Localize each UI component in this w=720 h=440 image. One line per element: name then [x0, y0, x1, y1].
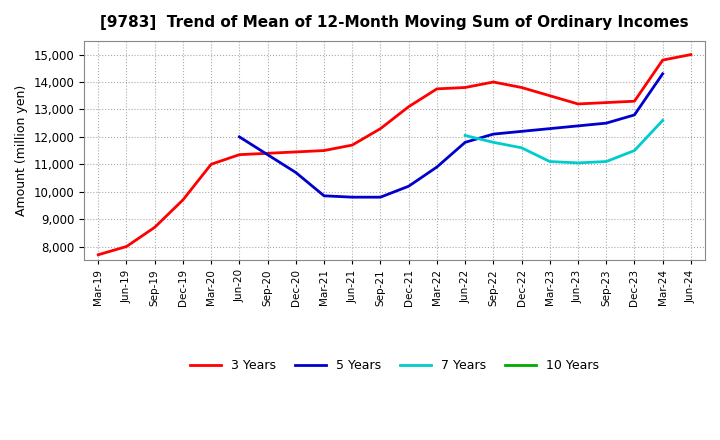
- Y-axis label: Amount (million yen): Amount (million yen): [15, 85, 28, 216]
- Title: [9783]  Trend of Mean of 12-Month Moving Sum of Ordinary Incomes: [9783] Trend of Mean of 12-Month Moving …: [100, 15, 689, 30]
- Legend: 3 Years, 5 Years, 7 Years, 10 Years: 3 Years, 5 Years, 7 Years, 10 Years: [185, 354, 604, 377]
